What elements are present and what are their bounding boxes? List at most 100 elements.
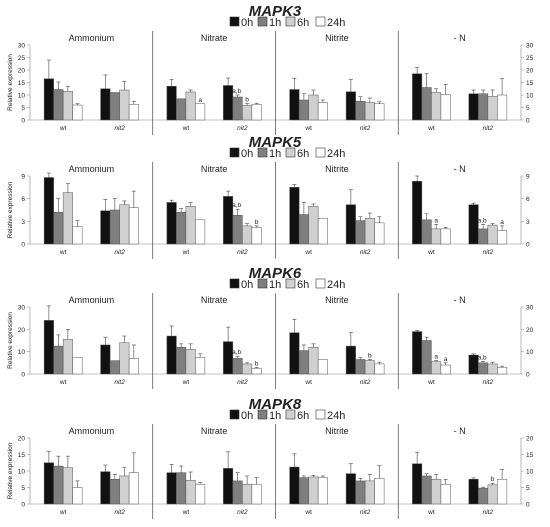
mapk8-n-wt-label: wt [427, 509, 435, 516]
mapk8-nitrate-wt-bar-24h [195, 483, 206, 505]
mapk6-nitrate-wt-label: wt [182, 379, 190, 386]
mapk3-nitrite-wt-label: wt [304, 125, 312, 132]
mapk8-nitrate-nit2-label: nit2 [237, 509, 248, 516]
mapk3-n-nit2-label: nit2 [483, 125, 494, 132]
mapk6-n-wt-bar-24h [440, 364, 451, 375]
mapk5-nitrate-nit2-label: nit2 [237, 249, 248, 256]
mapk3-panel-nitrate-name: Nitrate [201, 33, 228, 43]
mapk6-n-wt-bar-1h [421, 340, 432, 375]
mapk6-ammonium-wt-label: wt [59, 379, 67, 386]
mapk8-title: MAPK8 [249, 396, 302, 413]
mapk6-nitrite-nit2-bar-6h [364, 360, 375, 375]
mapk8-y-axis-label: Relative expression [7, 442, 14, 499]
mapk3-n-wt-bar-24h [440, 94, 451, 121]
mapk3-nitrate-nit2-bar-1h [232, 96, 243, 121]
mapk3-nitrite-nit2-bar-6h [364, 102, 375, 121]
mapk3-ammonium-wt-bar-0h [43, 78, 54, 121]
mapk3-ammonium-nit2-bar-24h [128, 104, 139, 121]
mapk5-n-wt-significance-6h: a [434, 217, 438, 224]
mapk6-panel-n-name: - N [454, 295, 466, 305]
mapk8-n-nit2-bar-1h [478, 487, 489, 505]
mapk5-y-tick-left-9: 9 [21, 174, 25, 181]
mapk5-n-wt-bar-1h [421, 219, 432, 245]
mapk3-ammonium-wt-bar-1h [53, 89, 64, 121]
mapk5-ammonium-wt-bar-24h [72, 226, 83, 245]
mapk5-n-wt-bar-6h [431, 228, 442, 245]
mapk3-y-tick-left-15: 15 [18, 80, 26, 87]
mapk3-nitrate-wt-bar-0h [166, 86, 177, 121]
mapk8-ammonium-nit2-bar-24h [128, 472, 139, 505]
mapk3-y-tick-left-25: 25 [18, 55, 26, 62]
mapk8-nitrite-nit2-label: nit2 [360, 509, 371, 516]
mapk3-y-tick-left-0: 0 [21, 118, 25, 125]
mapk5-legend-0h-label: 0h [241, 148, 253, 160]
mapk3-n-wt-bar-0h [412, 73, 423, 121]
mapk3-panel-nitrite-name: Nitrite [325, 33, 349, 43]
mapk5-nitrate-wt-bar-1h [176, 212, 187, 245]
mapk5-nitrate-nit2-significance-1h: a,b [232, 202, 241, 209]
mapk8-y-tick-left-0: 0 [21, 502, 25, 509]
mapk5-ammonium-wt-bar-0h [43, 177, 54, 245]
mapk3-ammonium-wt-label: wt [59, 125, 67, 132]
mapk3-legend-0h-swatch [229, 16, 240, 27]
mapk3-ammonium-nit2-label: nit2 [114, 125, 125, 132]
mapk6-title: MAPK6 [249, 265, 302, 282]
mapk8-n-wt-bar-0h [412, 463, 423, 505]
mapk5-nitrate-nit2-bar-24h [251, 227, 262, 245]
mapk8-y-tick-right-20: 20 [526, 436, 534, 443]
mapk5-legend-6h-swatch [285, 147, 296, 158]
mapk8-nitrate-wt-bar-0h [166, 472, 177, 505]
mapk6-nitrate-nit2-label: nit2 [237, 379, 248, 386]
mapk8-legend-1h-swatch [257, 409, 268, 420]
mapk6-nitrite-nit2-significance-6h: b [368, 352, 372, 359]
mapk5-nitrate-wt-label: wt [182, 249, 190, 256]
mapk5-n-nit2-bar-1h [478, 228, 489, 245]
mapk5-y-tick-left-6: 6 [21, 196, 25, 203]
mapk5-ammonium-nit2-bar-0h [100, 210, 111, 245]
mapk5-legend-0h-swatch [229, 147, 240, 158]
mapk3-y-tick-right-0: 0 [526, 118, 530, 125]
mapk6-legend-24h-swatch [315, 278, 326, 289]
mapk3-ammonium-nit2-bar-0h [100, 88, 111, 121]
mapk6-nitrite-nit2-bar-0h [345, 345, 356, 375]
mapk8-nitrate-wt-bar-1h [176, 472, 187, 505]
mapk5-nitrite-nit2-label: nit2 [360, 249, 371, 256]
mapk5-n-nit2-significance-1h: a,b [478, 217, 487, 224]
mapk3-nitrate-wt-bar-24h [195, 103, 206, 121]
mapk6-y-tick-left-10: 10 [18, 349, 26, 356]
mapk5-n-nit2-label: nit2 [483, 249, 494, 256]
mapk6-y-tick-right-30: 30 [526, 305, 534, 312]
mapk6-n-wt-significance-24h: a [444, 356, 448, 363]
mapk8-panel-nitrite-name: Nitrite [325, 426, 349, 436]
mapk8-nitrate-nit2-bar-0h [223, 468, 234, 505]
mapk6-legend-6h-label: 6h [297, 279, 309, 291]
mapk6-n-wt-significance-6h: a [434, 354, 438, 361]
mapk5-ammonium-wt-bar-6h [62, 192, 73, 245]
mapk6-nitrate-nit2-significance-24h: b [255, 360, 259, 367]
mapk3-legend-6h-swatch [285, 16, 296, 27]
mapk5-ammonium-nit2-bar-24h [128, 207, 139, 245]
mapk5-n-wt-bar-0h [412, 181, 423, 245]
mapk3-nitrate-nit2-bar-6h [242, 105, 253, 121]
mapk6-n-nit2-significance-1h: a,b [478, 354, 487, 361]
mapk3-nitrate-nit2-label: nit2 [237, 125, 248, 132]
mapk5-ammonium-nit2-bar-1h [109, 209, 120, 245]
mapk3-y-tick-right-10: 10 [526, 93, 534, 100]
mapk5-legend-1h-label: 1h [269, 148, 281, 160]
mapk8-legend-1h-label: 1h [269, 410, 281, 422]
mapk6-nitrate-wt-bar-24h [195, 357, 206, 375]
mapk8-n-wt-bar-24h [440, 483, 451, 505]
mapk6-n-wt-bar-6h [431, 361, 442, 375]
mapk6-n-nit2-bar-6h [487, 363, 498, 375]
mapk5-legend-1h-swatch [257, 147, 268, 158]
mapk6-y-axis-label: Relative expression [7, 312, 14, 369]
mapk8-ammonium-nit2-bar-6h [119, 475, 130, 505]
mapk5-panel-n-name: - N [454, 164, 466, 174]
mapk3-nitrite-wt-bar-1h [298, 99, 309, 121]
mapk5-nitrite-wt-bar-24h [317, 218, 328, 245]
mapk5-ammonium-nit2-label: nit2 [114, 249, 125, 256]
mapk6-ammonium-wt-bar-24h [72, 357, 83, 375]
mapk8-ammonium-nit2-bar-1h [109, 479, 120, 505]
mapk6-ammonium-wt-bar-6h [62, 339, 73, 375]
mapk5-legend-24h-label: 24h [327, 148, 345, 160]
